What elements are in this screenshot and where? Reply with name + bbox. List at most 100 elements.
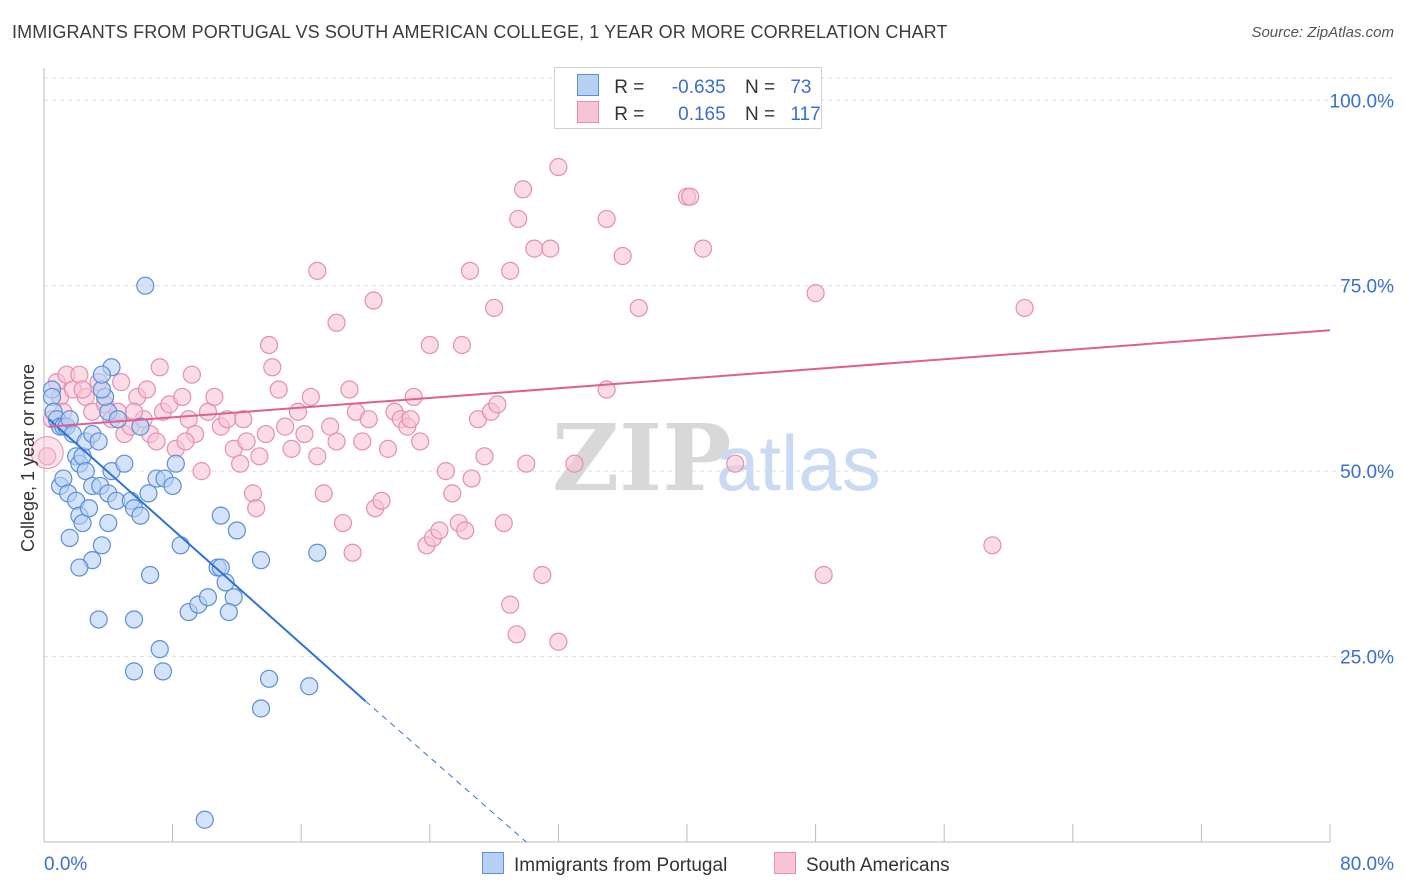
- data-point-south-americans: [613, 246, 632, 266]
- data-point-south-americans: [301, 387, 320, 407]
- data-point-south-americans: [343, 543, 362, 562]
- y-tick-label: 25.0%: [1340, 648, 1394, 669]
- data-point-south-americans: [150, 358, 169, 377]
- x-tick-label-max: 80.0%: [1340, 854, 1394, 875]
- data-point-south-americans: [231, 454, 250, 473]
- data-point-south-americans: [597, 209, 616, 229]
- data-point-south-americans: [549, 632, 568, 651]
- data-point-south-americans: [112, 373, 131, 392]
- data-point-south-americans: [282, 439, 301, 458]
- data-point-south-americans: [726, 454, 745, 473]
- x-tick-label-min: 0.0%: [44, 854, 87, 875]
- data-point-south-americans: [38, 447, 57, 466]
- watermark-zip: ZIP: [552, 404, 731, 512]
- data-point-south-americans: [30, 436, 64, 470]
- data-point-south-americans: [70, 365, 89, 384]
- data-point-south-americans: [681, 187, 700, 206]
- data-point-south-americans: [378, 439, 398, 458]
- data-point-south-americans: [443, 484, 462, 503]
- data-point-immigrants-from-portugal: [219, 602, 238, 622]
- data-point-immigrants-from-portugal: [70, 558, 89, 577]
- data-point-south-americans: [263, 358, 282, 377]
- data-point-immigrants-from-portugal: [139, 484, 158, 503]
- data-point-south-americans: [192, 462, 211, 481]
- bottom-legend-label: Immigrants from Portugal: [514, 855, 728, 876]
- data-point-south-americans: [462, 469, 481, 488]
- data-point-south-americans: [314, 484, 333, 503]
- data-point-immigrants-from-portugal: [131, 417, 150, 436]
- data-point-south-americans: [509, 209, 528, 229]
- data-point-immigrants-from-portugal: [308, 543, 327, 562]
- data-point-immigrants-from-portugal: [211, 506, 230, 525]
- bottom-legend-south-americans: South Americans: [774, 852, 950, 877]
- data-point-south-americans: [549, 157, 568, 177]
- data-point-south-americans: [333, 513, 353, 533]
- data-point-immigrants-from-portugal: [166, 454, 185, 473]
- chart-title: IMMIGRANTS FROM PORTUGAL VS SOUTH AMERIC…: [12, 22, 948, 42]
- data-point-south-americans: [353, 432, 372, 451]
- data-point-south-americans: [205, 387, 224, 407]
- bottom-legend-label: South Americans: [806, 855, 950, 876]
- bottom-legend-portugal: Immigrants from Portugal: [482, 852, 727, 877]
- data-point-south-americans: [137, 380, 156, 399]
- legend-n-value: 73: [790, 77, 812, 98]
- y-tick-label: 100.0%: [1330, 91, 1395, 112]
- data-point-immigrants-from-portugal: [108, 410, 128, 429]
- data-point-immigrants-from-portugal: [198, 588, 218, 607]
- bottom-swatch-blue-icon: [482, 852, 504, 874]
- data-point-south-americans: [501, 261, 520, 280]
- legend-r-label: R =: [614, 77, 645, 98]
- data-point-south-americans: [541, 239, 560, 258]
- data-point-south-americans: [147, 432, 166, 451]
- data-point-south-americans: [629, 298, 648, 318]
- data-point-immigrants-from-portugal: [251, 699, 271, 718]
- data-point-immigrants-from-portugal: [259, 669, 279, 688]
- data-point-immigrants-from-portugal: [131, 506, 150, 525]
- data-point-immigrants-from-portugal: [227, 521, 246, 540]
- data-point-south-americans: [308, 261, 327, 280]
- data-point-immigrants-from-portugal: [92, 365, 111, 384]
- legend-swatch-blue-icon: [577, 74, 599, 96]
- data-point-south-americans: [411, 432, 430, 451]
- data-point-immigrants-from-portugal: [92, 536, 111, 555]
- data-point-south-americans: [234, 410, 253, 429]
- data-point-south-americans: [1015, 298, 1034, 318]
- data-point-immigrants-from-portugal: [115, 454, 134, 473]
- data-point-south-americans: [404, 387, 423, 407]
- data-point-immigrants-from-portugal: [163, 476, 182, 496]
- data-point-south-americans: [693, 239, 713, 258]
- data-point-south-americans: [327, 432, 346, 451]
- data-point-south-americans: [513, 180, 533, 199]
- data-point-immigrants-from-portugal: [60, 528, 79, 547]
- data-point-south-americans: [517, 454, 536, 473]
- y-tick-label: 50.0%: [1340, 462, 1394, 483]
- data-point-immigrants-from-portugal: [140, 565, 160, 585]
- data-point-south-americans: [430, 521, 449, 540]
- data-point-immigrants-from-portugal: [124, 610, 144, 629]
- data-point-immigrants-from-portugal: [216, 573, 235, 592]
- bottom-swatch-pink-icon: [774, 852, 796, 874]
- data-point-south-americans: [295, 424, 314, 444]
- data-point-south-americans: [237, 432, 256, 451]
- data-point-south-americans: [176, 432, 195, 451]
- data-point-south-americans: [364, 291, 383, 310]
- data-point-south-americans: [276, 417, 295, 436]
- legend-r-value: -0.635: [671, 77, 726, 98]
- legend-swatch-pink-icon: [577, 101, 599, 123]
- legend-r-value: 0.165: [678, 104, 726, 125]
- data-point-immigrants-from-portugal: [251, 551, 271, 570]
- data-point-south-americans: [501, 595, 520, 614]
- data-point-south-americans: [173, 387, 192, 407]
- data-point-south-americans: [182, 365, 201, 384]
- series-immigrants-from-portugal: [42, 276, 327, 829]
- data-point-immigrants-from-portugal: [300, 677, 319, 696]
- series-south-americans: [30, 157, 1034, 651]
- data-point-south-americans: [259, 335, 279, 355]
- data-point-south-americans: [308, 447, 327, 466]
- data-point-south-americans: [460, 261, 480, 280]
- data-point-immigrants-from-portugal: [89, 432, 108, 451]
- data-point-immigrants-from-portugal: [195, 810, 214, 829]
- data-point-south-americans: [250, 447, 269, 466]
